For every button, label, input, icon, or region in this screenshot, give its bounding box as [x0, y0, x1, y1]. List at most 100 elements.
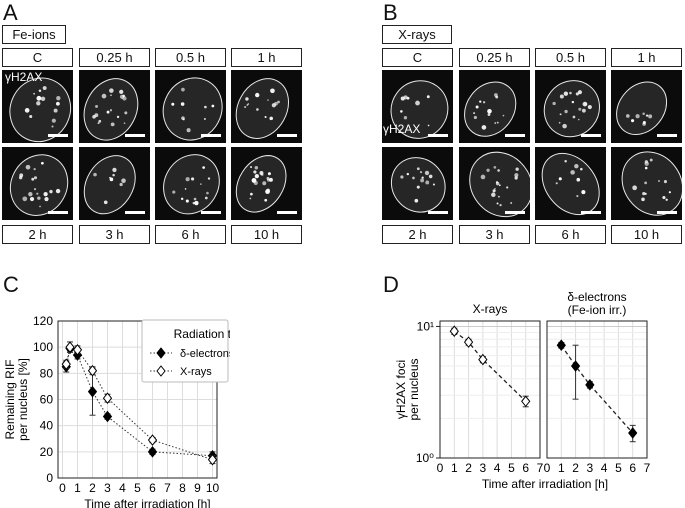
focus-dot	[499, 203, 502, 207]
focus-dot	[266, 188, 270, 193]
panel-a-time-label: C	[2, 48, 73, 67]
focus-dot	[42, 86, 47, 91]
x-tick-label: 3	[587, 461, 594, 475]
focus-dot	[269, 177, 273, 182]
focus-dot	[171, 102, 175, 106]
x-tick-label: 0	[437, 461, 444, 475]
focus-dot	[587, 104, 592, 110]
micrograph-tile	[155, 147, 226, 220]
focus-dot	[186, 128, 191, 133]
nucleus-outline	[616, 81, 668, 135]
focus-dot	[577, 118, 580, 121]
focus-dot	[552, 101, 556, 106]
focus-dot	[123, 122, 126, 124]
focus-dot	[28, 192, 33, 197]
focus-dot	[419, 171, 423, 174]
focus-dot	[267, 99, 269, 101]
focus-dot	[562, 123, 567, 129]
focus-dot	[570, 170, 575, 175]
data-point	[65, 341, 75, 353]
micrograph-tile	[535, 70, 606, 143]
panel-d-subplot-title: δ-electrons	[567, 290, 626, 304]
legend-marker	[156, 347, 166, 359]
focus-dot	[583, 102, 588, 106]
focus-dot	[427, 124, 430, 127]
y-tick-label: 40	[40, 419, 54, 433]
focus-dot	[31, 177, 35, 181]
focus-dot	[559, 113, 562, 116]
focus-dot	[206, 191, 209, 195]
focus-dot	[109, 177, 114, 182]
focus-dot	[277, 100, 280, 104]
focus-dot	[101, 93, 107, 99]
focus-dot	[578, 107, 582, 111]
panel-a-time-label: 1 h	[231, 48, 302, 67]
focus-dot	[564, 109, 568, 114]
focus-dot	[203, 117, 206, 120]
focus-dot	[44, 197, 49, 202]
focus-dot	[645, 114, 649, 117]
panel-b-time-label: 0.25 h	[459, 48, 530, 67]
focus-dot	[97, 122, 100, 125]
nucleus-outline	[543, 80, 600, 138]
x-tick-label: 5	[508, 461, 515, 475]
x-tick-label: 1	[558, 461, 565, 475]
nucleus-outline	[464, 81, 517, 137]
data-point	[628, 427, 638, 439]
focus-dot	[425, 180, 430, 185]
focus-dot	[244, 105, 247, 108]
x-tick-label: 7	[164, 481, 171, 495]
panel-b-time-label: 1 h	[611, 48, 682, 67]
scale-bar	[428, 211, 448, 214]
focus-dot	[514, 173, 519, 178]
panel-b-time-label: 0.5 h	[535, 48, 606, 67]
x-tick-label: 5	[134, 481, 141, 495]
focus-dot	[38, 89, 42, 93]
focus-dot	[498, 184, 501, 187]
scale-bar	[657, 211, 677, 214]
y-tick-label: 10¹	[417, 319, 434, 333]
focus-dot	[95, 104, 98, 108]
focus-dot	[416, 185, 420, 189]
focus-dot	[36, 192, 39, 195]
micrograph-tile	[2, 70, 73, 143]
scale-bar	[581, 211, 601, 214]
panel-letter-d: D	[383, 272, 399, 297]
focus-dot	[33, 176, 37, 180]
focus-dot	[254, 165, 259, 170]
axes-frame	[546, 320, 648, 459]
focus-dot	[563, 91, 569, 96]
scale-bar	[581, 134, 601, 137]
panel-c-y-axis-label: Remaining RIF	[3, 359, 17, 439]
fit-line	[453, 330, 527, 402]
focus-dot	[194, 200, 199, 206]
focus-dot	[571, 100, 575, 104]
focus-dot	[642, 112, 645, 115]
focus-dot	[577, 90, 582, 95]
focus-dot	[29, 196, 35, 202]
focus-dot	[414, 198, 419, 203]
focus-dot	[247, 103, 250, 105]
focus-dot	[53, 108, 58, 113]
x-tick-label: 7	[644, 461, 651, 475]
focus-dot	[191, 177, 195, 181]
focus-dot	[36, 101, 41, 106]
focus-dot	[119, 89, 124, 94]
scale-bar	[201, 211, 221, 214]
panel-c-axes-frame	[57, 320, 218, 479]
focus-dot	[193, 197, 197, 201]
focus-dot	[649, 158, 653, 162]
panel-letter-b: B	[383, 0, 398, 25]
focus-dot	[255, 92, 260, 98]
focus-dot	[487, 113, 491, 116]
focus-dot	[109, 88, 114, 93]
panel-b-time-label: 2 h	[382, 225, 453, 244]
focus-dot	[55, 101, 60, 106]
data-point	[147, 434, 158, 446]
y-tick-label: 80	[40, 366, 54, 380]
data-point	[102, 392, 113, 404]
focus-dot	[497, 169, 500, 172]
x-tick-label: 1	[451, 461, 458, 475]
focus-dot	[253, 180, 258, 186]
nucleus-outline	[9, 154, 69, 216]
